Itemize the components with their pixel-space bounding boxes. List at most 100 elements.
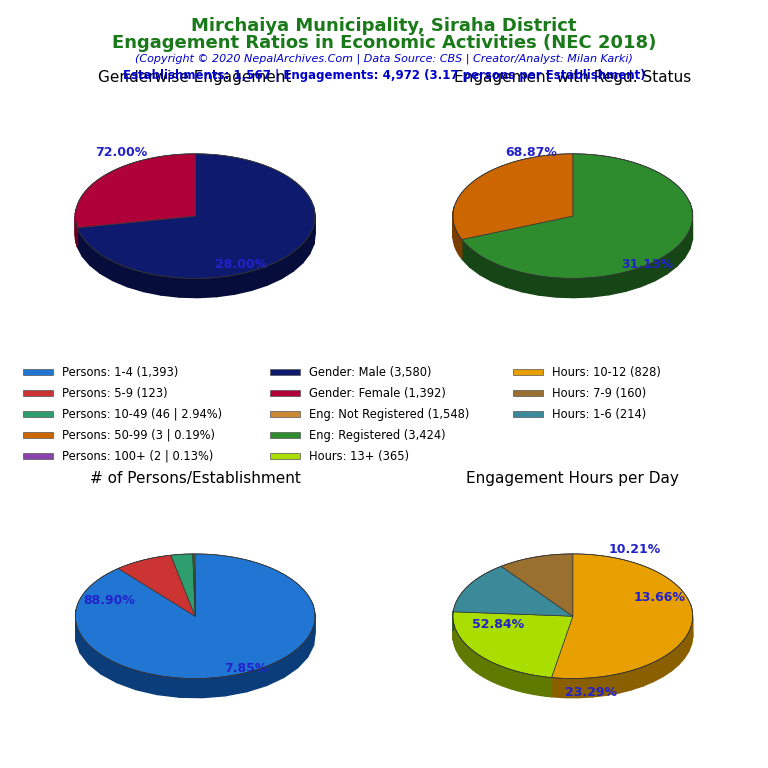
Polygon shape (488, 660, 492, 682)
Polygon shape (523, 673, 528, 694)
Text: (Copyright © 2020 NepalArchives.Com | Data Source: CBS | Creator/Analyst: Milan : (Copyright © 2020 NepalArchives.Com | Da… (135, 54, 633, 65)
Polygon shape (157, 675, 180, 697)
Polygon shape (281, 252, 293, 279)
Polygon shape (689, 625, 691, 651)
Polygon shape (456, 631, 458, 653)
Polygon shape (540, 676, 545, 696)
Polygon shape (310, 225, 314, 253)
Text: Eng: Registered (3,424): Eng: Registered (3,424) (309, 429, 445, 442)
Polygon shape (473, 650, 476, 673)
Polygon shape (690, 220, 693, 249)
FancyBboxPatch shape (513, 412, 544, 417)
Text: 72.00%: 72.00% (94, 146, 147, 159)
Title: Engagement Hours per Day: Engagement Hours per Day (466, 471, 679, 485)
FancyBboxPatch shape (23, 432, 53, 439)
Polygon shape (144, 273, 161, 295)
Polygon shape (225, 673, 247, 696)
Polygon shape (545, 677, 551, 697)
Polygon shape (75, 554, 315, 679)
Polygon shape (453, 154, 573, 240)
Polygon shape (626, 267, 641, 291)
Polygon shape (462, 240, 470, 267)
Polygon shape (690, 604, 692, 631)
Polygon shape (574, 278, 591, 298)
Polygon shape (297, 638, 308, 668)
Text: 13.66%: 13.66% (633, 591, 685, 604)
Polygon shape (565, 678, 579, 697)
Title: Genderwise Engagement: Genderwise Engagement (98, 71, 292, 85)
Polygon shape (217, 275, 234, 296)
Polygon shape (303, 234, 310, 263)
Polygon shape (556, 278, 574, 298)
Polygon shape (117, 664, 136, 690)
Polygon shape (459, 236, 462, 259)
FancyBboxPatch shape (270, 412, 300, 417)
Text: 88.90%: 88.90% (83, 594, 135, 607)
Text: Gender: Female (1,392): Gender: Female (1,392) (309, 387, 446, 400)
Polygon shape (470, 648, 473, 670)
Polygon shape (464, 642, 467, 664)
Polygon shape (667, 247, 677, 274)
Polygon shape (455, 627, 456, 650)
Polygon shape (609, 272, 626, 295)
Polygon shape (80, 634, 88, 664)
Polygon shape (480, 256, 492, 281)
Polygon shape (502, 667, 507, 687)
Polygon shape (458, 634, 459, 656)
Polygon shape (551, 554, 693, 679)
Polygon shape (497, 664, 502, 686)
Polygon shape (551, 677, 565, 697)
Polygon shape (234, 271, 252, 294)
Polygon shape (455, 227, 457, 250)
Polygon shape (679, 639, 684, 665)
Polygon shape (457, 231, 459, 255)
Text: 10.21%: 10.21% (609, 542, 661, 555)
Polygon shape (677, 239, 684, 266)
FancyBboxPatch shape (23, 369, 53, 376)
Polygon shape (462, 154, 693, 279)
Polygon shape (506, 268, 521, 292)
Text: Hours: 10-12 (828): Hours: 10-12 (828) (552, 366, 661, 379)
Text: Persons: 100+ (2 | 0.13%): Persons: 100+ (2 | 0.13%) (62, 450, 214, 463)
FancyBboxPatch shape (23, 412, 53, 417)
Polygon shape (631, 667, 643, 690)
Polygon shape (247, 667, 266, 692)
Polygon shape (283, 649, 297, 677)
Polygon shape (462, 640, 464, 661)
Polygon shape (101, 655, 117, 683)
Polygon shape (100, 254, 113, 280)
Title: Engagement with Regd. Status: Engagement with Regd. Status (454, 71, 691, 85)
Text: 31.13%: 31.13% (621, 257, 673, 270)
Polygon shape (82, 237, 90, 265)
Polygon shape (453, 207, 455, 230)
Polygon shape (521, 273, 538, 295)
Polygon shape (180, 678, 203, 697)
Polygon shape (252, 266, 267, 290)
Polygon shape (313, 206, 315, 234)
Polygon shape (127, 267, 144, 292)
Polygon shape (454, 223, 455, 247)
Text: Engagement Ratios in Economic Activities (NEC 2018): Engagement Ratios in Economic Activities… (112, 34, 656, 51)
Polygon shape (118, 555, 195, 616)
Polygon shape (518, 671, 523, 692)
Polygon shape (671, 646, 679, 670)
Polygon shape (538, 276, 556, 297)
Polygon shape (528, 674, 534, 694)
Text: Persons: 1-4 (1,393): Persons: 1-4 (1,393) (62, 366, 178, 379)
Polygon shape (198, 277, 217, 298)
Polygon shape (293, 243, 303, 271)
Polygon shape (654, 657, 663, 681)
FancyBboxPatch shape (270, 390, 300, 396)
Polygon shape (75, 154, 195, 228)
Polygon shape (179, 278, 198, 298)
Polygon shape (492, 262, 506, 287)
Polygon shape (643, 662, 654, 686)
Text: 23.29%: 23.29% (564, 687, 617, 700)
FancyBboxPatch shape (270, 432, 300, 439)
Polygon shape (619, 670, 631, 693)
Title: # of Persons/Establishment: # of Persons/Establishment (90, 471, 300, 485)
Polygon shape (459, 637, 462, 659)
Polygon shape (76, 622, 80, 653)
FancyBboxPatch shape (270, 453, 300, 459)
Polygon shape (470, 248, 480, 275)
